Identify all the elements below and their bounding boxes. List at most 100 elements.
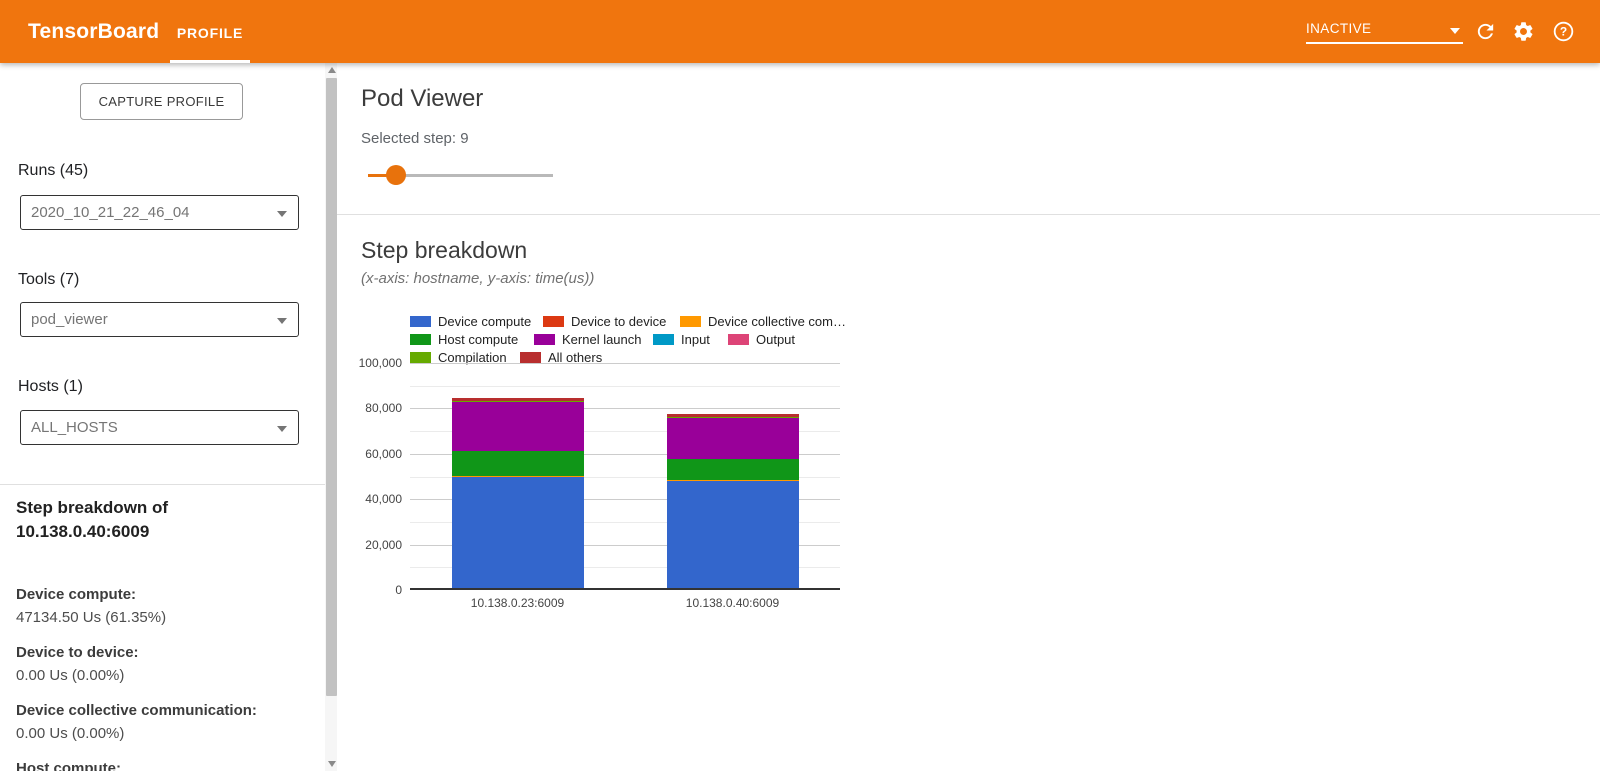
page-title: Pod Viewer	[361, 85, 484, 112]
y-axis-tick-label: 80,000	[365, 401, 402, 416]
stat-item: Device collective communication: 0.00 Us …	[16, 699, 309, 745]
y-axis-tick-label: 0	[395, 583, 402, 597]
legend-label: Kernel launch	[562, 332, 642, 347]
tab-profile-label: PROFILE	[176, 25, 244, 41]
legend-item: Device collective com…	[680, 314, 846, 329]
minor-gridline	[410, 431, 840, 433]
legend-swatch-icon	[680, 316, 701, 327]
stat-item: Host compute:	[16, 757, 309, 771]
selected-step-label: Selected step: 9	[361, 130, 469, 147]
settings-button[interactable]	[1512, 20, 1535, 43]
chevron-down-icon	[277, 426, 287, 432]
chevron-down-icon	[277, 318, 287, 324]
major-gridline	[410, 499, 840, 501]
minor-gridline	[410, 385, 840, 387]
legend-item: Host compute	[410, 332, 519, 347]
legend-swatch-icon	[534, 334, 555, 345]
bar-segment-device-collective-com-	[451, 476, 584, 478]
bar-segment-all-others	[666, 413, 799, 417]
tools-label: Tools (7)	[18, 271, 80, 288]
breakdown-heading-line1: Step breakdown of	[16, 498, 169, 517]
runs-select-value: 2020_10_21_22_46_04	[31, 204, 190, 221]
help-button[interactable]: ?	[1552, 20, 1575, 43]
refresh-icon	[1477, 23, 1494, 40]
stat-label: Device to device:	[16, 644, 139, 661]
legend-item: Device compute	[410, 314, 532, 329]
legend-item: Input	[653, 332, 710, 347]
run-status-value: INACTIVE	[1306, 21, 1372, 36]
stat-label: Device compute:	[16, 586, 137, 603]
legend-swatch-icon	[410, 316, 431, 327]
bar-segment-device-compute	[451, 477, 584, 588]
app-header: TensorBoard PROFILE INACTIVE ?	[0, 0, 1600, 63]
tools-select[interactable]: pod_viewer	[20, 302, 299, 337]
breakdown-heading: Step breakdown of 10.138.0.40:6009	[16, 496, 168, 544]
stats-list: Device compute: 47134.50 Us (61.35%) Devic…	[16, 583, 309, 771]
section-subtitle: (x-axis: hostname, y-axis: time(us))	[361, 270, 595, 287]
bar-segment-kernel-launch	[666, 417, 799, 460]
scrollbar-up-arrow-icon[interactable]	[325, 63, 338, 77]
bar-segment-compilation	[451, 401, 584, 403]
bar-segment-kernel-launch	[451, 402, 584, 451]
major-gridline	[410, 408, 840, 410]
slider-track[interactable]	[368, 174, 553, 177]
legend-item: Device to device	[543, 314, 667, 329]
run-status-dropdown[interactable]: INACTIVE	[1306, 19, 1463, 44]
scrollbar-thumb[interactable]	[326, 78, 337, 696]
bar-segment-all-others	[451, 398, 584, 402]
stat-value: 0.00 Us (0.00%)	[16, 725, 125, 742]
section-divider	[337, 214, 1600, 215]
tab-profile[interactable]: PROFILE	[170, 0, 250, 63]
refresh-button[interactable]	[1474, 20, 1497, 43]
sidebar: CAPTURE PROFILE Runs (45) 2020_10_21_22_…	[0, 63, 325, 771]
section-title: Step breakdown	[361, 237, 528, 263]
major-gridline	[410, 363, 840, 364]
capture-profile-button[interactable]: CAPTURE PROFILE	[80, 83, 243, 120]
sidebar-divider	[0, 484, 325, 485]
slider-thumb[interactable]	[386, 165, 407, 185]
y-axis-tick-label: 100,000	[358, 356, 402, 370]
bar-segment-host-compute	[666, 459, 799, 480]
legend-swatch-icon	[520, 352, 541, 363]
legend-swatch-icon	[543, 316, 564, 327]
chart-plot: 0 20,000 40,000 60,000 80,000 100,000 10.138.0…	[359, 356, 840, 610]
active-tab-underline	[170, 60, 250, 63]
stat-item: Device compute: 47134.50 Us (61.35%)	[16, 583, 309, 629]
bar-segment-device-compute	[666, 481, 799, 588]
scrollbar-down-arrow-icon[interactable]	[325, 757, 338, 771]
hosts-select-value: ALL_HOSTS	[31, 419, 118, 436]
chevron-down-icon	[277, 211, 287, 217]
step-slider[interactable]	[368, 165, 553, 185]
stat-value: 0.00 Us (0.00%)	[16, 667, 125, 684]
x-axis-tick-label: 10.138.0.23:6009	[470, 596, 565, 610]
gear-icon	[1514, 22, 1533, 41]
y-axis-tick-label: 60,000	[365, 446, 402, 461]
hosts-select[interactable]: ALL_HOSTS	[20, 410, 299, 445]
hosts-label: Hosts (1)	[18, 378, 83, 395]
minor-gridline	[410, 476, 840, 478]
major-gridline	[410, 453, 840, 455]
breakdown-heading-line2: 10.138.0.40:6009	[16, 522, 150, 541]
bar-segment-host-compute	[451, 450, 584, 477]
legend-swatch-icon	[410, 352, 431, 363]
sidebar-scrollbar	[325, 63, 338, 771]
svg-text:?: ?	[1560, 25, 1567, 39]
help-icon: ?	[1553, 21, 1574, 42]
legend-label: Device to device	[571, 314, 667, 329]
chevron-down-icon	[1450, 28, 1460, 34]
runs-label: Runs (45)	[18, 162, 89, 179]
runs-select[interactable]: 2020_10_21_22_46_04	[20, 195, 299, 230]
stat-label: Host compute:	[16, 760, 121, 771]
legend-item: Kernel launch	[534, 332, 642, 347]
minor-gridline	[410, 567, 840, 569]
legend-label: Host compute	[438, 332, 519, 347]
stat-label: Device collective communication:	[16, 702, 257, 719]
app-title: TensorBoard	[28, 20, 160, 43]
legend-swatch-icon	[410, 334, 431, 345]
y-axis-tick-label: 20,000	[365, 537, 402, 552]
legend-label: Device compute	[438, 314, 532, 329]
stat-item: Device to device: 0.00 Us (0.00%)	[16, 641, 309, 687]
legend-label: Input	[681, 332, 710, 347]
x-axis-tick-label: 10.138.0.40:6009	[685, 596, 780, 610]
